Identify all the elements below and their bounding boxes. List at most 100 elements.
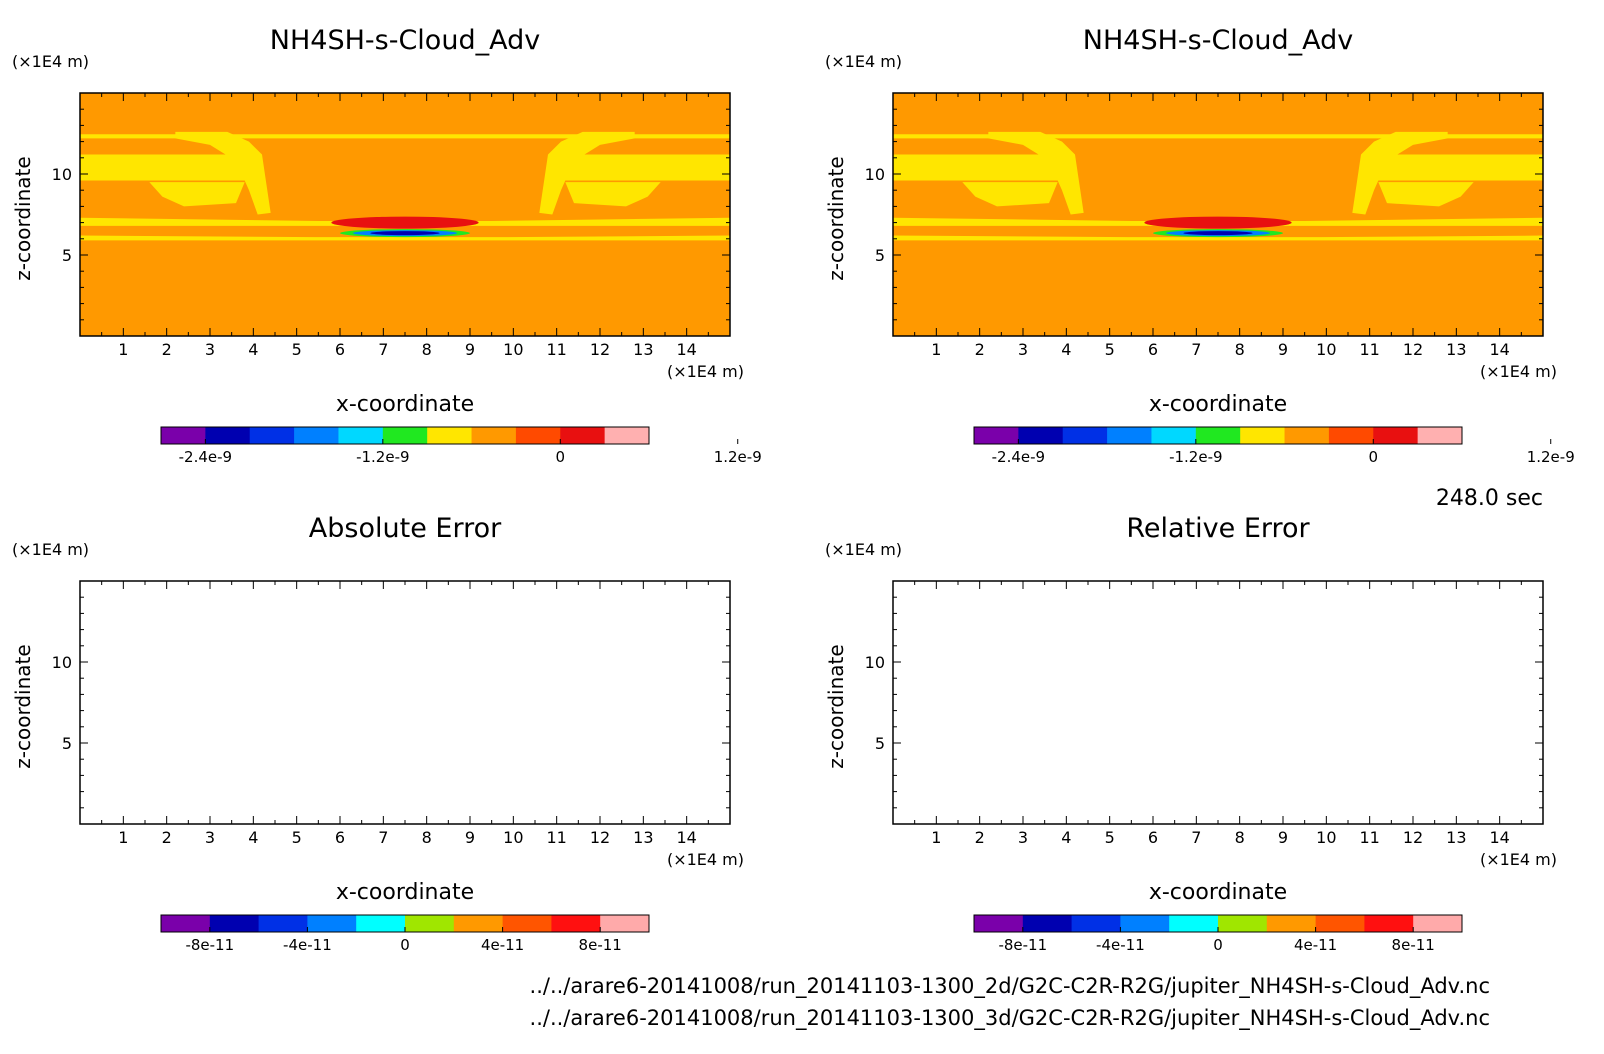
colorbar-frame [973,426,1463,445]
colorbar-tick-label: -8e-11 [185,936,234,954]
colorbar-swatch [382,427,428,444]
y-unit-label: (×1E4 m) [12,540,89,559]
x-unit-label: (×1E4 m) [1480,362,1557,381]
x-tick-label: 9 [465,828,475,847]
x-tick-label: 4 [248,828,258,847]
chart-panel-1: NH4SH-s-Cloud_Adv (×1E4 m) (×1E4 m) x-coord… [11,25,762,466]
x-tick-label: 2 [162,340,172,359]
chart-panel-4: Relative Error (×1E4 m) (×1E4 m) x-coordina… [824,513,1557,954]
x-unit-label: (×1E4 m) [667,362,744,381]
colorbar-swatch [974,427,1019,444]
x-tick-label: 8 [422,828,432,847]
x-tick-label: 6 [335,828,345,847]
plume-left [988,131,1084,215]
colorbar-swatch [307,915,357,932]
y-axis-label: z-coordinate [11,644,35,768]
colorbar-swatch [161,427,206,444]
y-tick-label: 10 [52,653,72,672]
colorbar-swatch [974,915,1024,932]
x-tick-label: 1 [931,828,941,847]
colorbar-swatch [338,427,384,444]
colorbar-swatch [560,427,606,444]
plume-right [539,131,635,215]
y-unit-label: (×1E4 m) [825,540,902,559]
y-unit-label: (×1E4 m) [825,52,902,71]
colorbar-tick-label: -4e-11 [283,936,332,954]
field-background [893,93,1543,336]
colorbar-tick-label: 4e-11 [1294,936,1337,954]
colorbar-swatch [604,427,650,444]
x-tick-label: 8 [422,340,432,359]
x-tick-label: 4 [1061,828,1071,847]
colorbar-swatch [1071,915,1121,932]
plume-left [175,131,271,215]
colorbar-swatch [1169,915,1219,932]
x-tick-label: 8 [1235,340,1245,359]
colorbar: -8e-11 -4e-11 0 4e-11 8e-11 [973,914,1463,954]
colorbar-swatch [551,915,601,932]
x-unit-label: (×1E4 m) [667,850,744,869]
colorbar-swatch [600,915,650,932]
colorbar-swatch [515,427,561,444]
file-path-3d: ../../arare6-20141008/run_20141103-1300_… [529,1006,1490,1030]
colorbar-swatch [1018,427,1064,444]
eddy-left [962,182,1058,207]
colorbar-swatch [405,915,455,932]
y-axis-label: z-coordinate [824,644,848,768]
x-tick-label: 9 [465,340,475,359]
y-tick-label: 5 [875,246,885,265]
colorbar: -8e-11 -4e-11 0 4e-11 8e-11 [160,914,650,954]
colorbar-frame [160,426,650,445]
x-tick-label: 5 [292,828,302,847]
colorbar-swatch [1107,427,1152,444]
x-axis-label: x-coordinate [336,392,474,417]
x-tick-label: 12 [1403,828,1423,847]
x-tick-label: 2 [162,828,172,847]
colorbar-tick-label: -1.2e-9 [1169,448,1222,466]
time-label: 248.0 sec [1436,486,1543,511]
x-tick-label: 2 [975,340,985,359]
x-unit-label: (×1E4 m) [1480,850,1557,869]
plot-frame [892,580,1544,825]
anomaly-core [1183,231,1253,236]
x-tick-label: 5 [1105,340,1115,359]
colorbar-tick-label: -1.2e-9 [356,448,409,466]
x-tick-label: 8 [1235,828,1245,847]
x-tick-label: 12 [1403,340,1423,359]
x-tick-label: 13 [633,340,653,359]
x-tick-label: 3 [205,828,215,847]
chart-title: NH4SH-s-Cloud_Adv [270,25,540,56]
anomaly-core [370,231,440,236]
colorbar-swatch [249,427,295,444]
colorbar-tick-label: -8e-11 [998,936,1047,954]
x-tick-label: 11 [1359,340,1379,359]
y-tick-label: 5 [62,246,72,265]
x-axis-label: x-coordinate [1149,392,1287,417]
y-axis-label: z-coordinate [11,156,35,280]
eddy-right [565,182,661,207]
colorbar-swatch [1240,427,1286,444]
colorbar-swatch [294,427,339,444]
colorbar-swatch [1413,915,1463,932]
x-axis-label: x-coordinate [1149,880,1287,905]
chart-title: NH4SH-s-Cloud_Adv [1083,25,1353,56]
x-tick-label: 4 [248,340,258,359]
x-tick-label: 5 [292,340,302,359]
colorbar-swatch [1364,915,1414,932]
colorbar-tick-label: 8e-11 [579,936,622,954]
colorbar-swatch [1284,427,1330,444]
colorbar-swatch [1120,915,1170,932]
colorbar-tick-label: 0 [1213,936,1223,954]
band-left [893,154,1067,181]
plume-right [1352,131,1448,215]
y-tick-label: 10 [52,165,72,184]
x-tick-label: 7 [378,340,388,359]
x-tick-label: 13 [1446,340,1466,359]
colorbar-swatch [1373,427,1419,444]
x-tick-label: 4 [1061,340,1071,359]
eddy-right [1378,182,1474,207]
x-tick-label: 11 [546,340,566,359]
x-tick-label: 1 [118,828,128,847]
colorbar-swatch [1266,915,1317,932]
